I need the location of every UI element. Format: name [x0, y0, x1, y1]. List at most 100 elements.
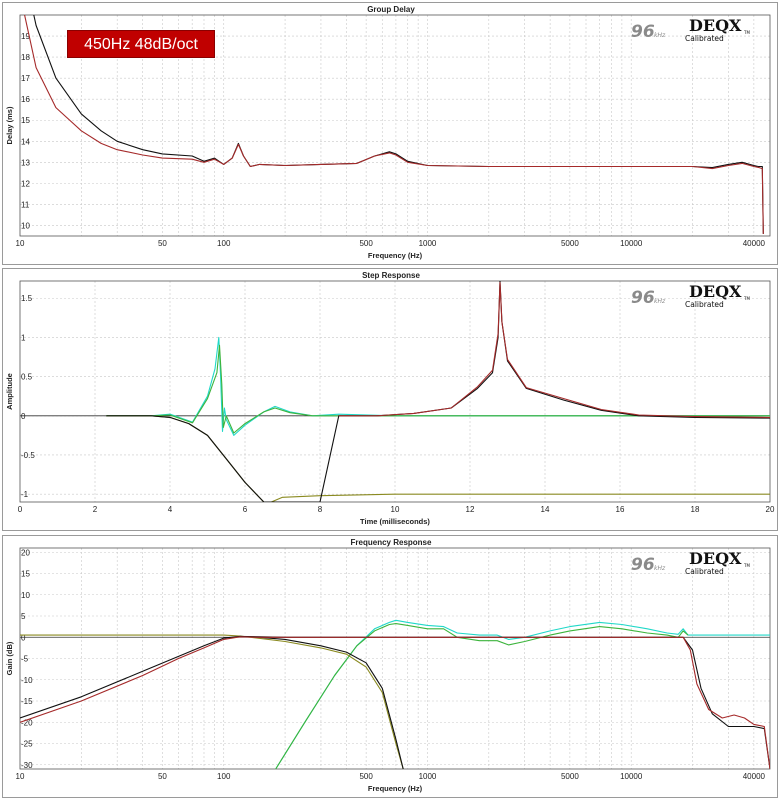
- y-tick-label: 1.5: [21, 294, 33, 303]
- logo-brand: DEQX: [689, 549, 742, 568]
- logo-tagline: Calibrated: [685, 34, 724, 43]
- x-tick-label: 14: [541, 505, 550, 514]
- plot-frame: [19, 14, 771, 237]
- deqx-logo: 96 kHz DEQX TM Calibrated: [631, 16, 750, 43]
- y-tick-label: 1: [21, 333, 26, 342]
- y-axis-label: Gain (dB): [5, 641, 14, 675]
- y-tick-label: 10: [21, 221, 30, 230]
- y-tick-label: -5: [21, 655, 29, 664]
- plot-frame: [19, 547, 771, 770]
- x-tick-label: 10: [16, 772, 25, 781]
- logo-tm: TM: [743, 563, 750, 568]
- frequency-response-panel: Frequency Response 10 50 100 500 1000 5000 1000…: [2, 535, 778, 798]
- x-tick-label: 16: [616, 505, 625, 514]
- crossover-badge: 450Hz 48dB/oct: [67, 30, 215, 58]
- y-tick-label: 11: [21, 200, 30, 209]
- logo-unit: kHz: [654, 565, 666, 572]
- y-tick-label: 19: [21, 32, 30, 41]
- y-tick-label: -0.5: [21, 451, 35, 460]
- series-line-1: [275, 623, 689, 769]
- logo-rate: 96: [631, 288, 655, 308]
- x-tick-label: 8: [318, 505, 323, 514]
- logo-tagline: Calibrated: [685, 567, 724, 576]
- x-tick-label: 4: [168, 505, 173, 514]
- y-axis-label: Delay (ms): [5, 106, 14, 144]
- x-tick-label: 500: [359, 772, 373, 781]
- series-line-4: [239, 635, 770, 769]
- x-tick-label: 0: [18, 505, 23, 514]
- series-line-4: [338, 282, 770, 418]
- y-tick-label: 0.5: [21, 373, 33, 382]
- chart-title: Group Delay: [367, 5, 415, 14]
- x-axis-label: Time (milliseconds): [360, 517, 430, 526]
- x-tick-label: 6: [243, 505, 248, 514]
- logo-tagline: Calibrated: [685, 300, 724, 309]
- plot-frame: [19, 280, 771, 503]
- y-tick-label: 15: [21, 570, 30, 579]
- x-tick-label: 20: [766, 505, 775, 514]
- y-tick-label: 12: [21, 179, 30, 188]
- x-tick-label: 12: [466, 505, 475, 514]
- series-line-3: [106, 281, 770, 502]
- x-tick-label: 5000: [561, 239, 579, 248]
- x-tick-label: 10000: [620, 239, 643, 248]
- logo-unit: kHz: [654, 32, 666, 39]
- deqx-logo: 96 kHz DEQX TM Calibrated: [631, 549, 750, 576]
- x-tick-label: 2: [93, 505, 98, 514]
- x-tick-label: 5000: [561, 772, 579, 781]
- y-tick-label: 0: [21, 412, 26, 421]
- y-tick-label: -15: [21, 697, 33, 706]
- y-tick-label: -1: [21, 490, 29, 499]
- y-tick-label: 16: [21, 95, 30, 104]
- series-line-2: [20, 634, 404, 769]
- y-tick-label: 10: [21, 591, 30, 600]
- series-line-2: [106, 415, 770, 502]
- logo-unit: kHz: [654, 298, 666, 305]
- x-tick-label: 100: [217, 239, 231, 248]
- chart-title: Step Response: [362, 271, 420, 280]
- x-tick-label: 100: [217, 772, 231, 781]
- step-response-panel: Step Response 0 2 4 6 8 10 12 14 16 18 20 -1 -0.5 0 0.5…: [2, 268, 778, 531]
- y-tick-label: -10: [21, 676, 33, 685]
- y-tick-label: 18: [21, 53, 30, 62]
- x-tick-label: 10000: [620, 772, 643, 781]
- x-tick-label: 500: [359, 239, 373, 248]
- x-tick-label: 18: [691, 505, 700, 514]
- grid: [20, 281, 770, 502]
- y-tick-label: 14: [21, 137, 30, 146]
- series-line-1: [24, 15, 764, 234]
- x-tick-label: 1000: [419, 239, 437, 248]
- y-tick-label: 17: [21, 74, 30, 83]
- y-tick-label: 5: [21, 612, 26, 621]
- deqx-logo: 96 kHz DEQX TM Calibrated: [631, 282, 750, 309]
- y-tick-label: -20: [21, 718, 33, 727]
- series-line-0: [106, 336, 770, 436]
- y-tick-label: -30: [21, 761, 33, 770]
- x-axis-label: Frequency (Hz): [368, 784, 423, 793]
- logo-rate: 96: [631, 555, 655, 575]
- series-line-5: [20, 636, 770, 769]
- logo-rate: 96: [631, 22, 655, 42]
- logo-tm: TM: [743, 296, 750, 301]
- y-tick-label: 13: [21, 158, 30, 167]
- group-delay-chart: Group Delay 10 50 100 500 1000 5000 10000 40000 1…: [5, 5, 771, 260]
- y-tick-label: 15: [21, 116, 30, 125]
- logo-tm: TM: [743, 30, 750, 35]
- x-tick-label: 10: [391, 505, 400, 514]
- series-line-1: [106, 344, 770, 434]
- x-tick-label: 40000: [743, 772, 766, 781]
- y-axis-label: Amplitude: [5, 373, 14, 410]
- chart-title: Frequency Response: [351, 538, 432, 547]
- logo-brand: DEQX: [689, 16, 742, 35]
- x-tick-label: 50: [158, 772, 167, 781]
- y-tick-label: 0: [21, 633, 26, 642]
- logo-brand: DEQX: [689, 282, 742, 301]
- x-axis-label: Frequency (Hz): [368, 251, 423, 260]
- y-tick-label: 20: [21, 548, 30, 557]
- x-tick-label: 50: [158, 239, 167, 248]
- x-tick-label: 10: [16, 239, 25, 248]
- y-tick-label: -25: [21, 740, 33, 749]
- step-response-chart: Step Response 0 2 4 6 8 10 12 14 16 18 20 -1 -0.5 0 0.5…: [5, 271, 775, 526]
- series-line-0: [275, 619, 770, 769]
